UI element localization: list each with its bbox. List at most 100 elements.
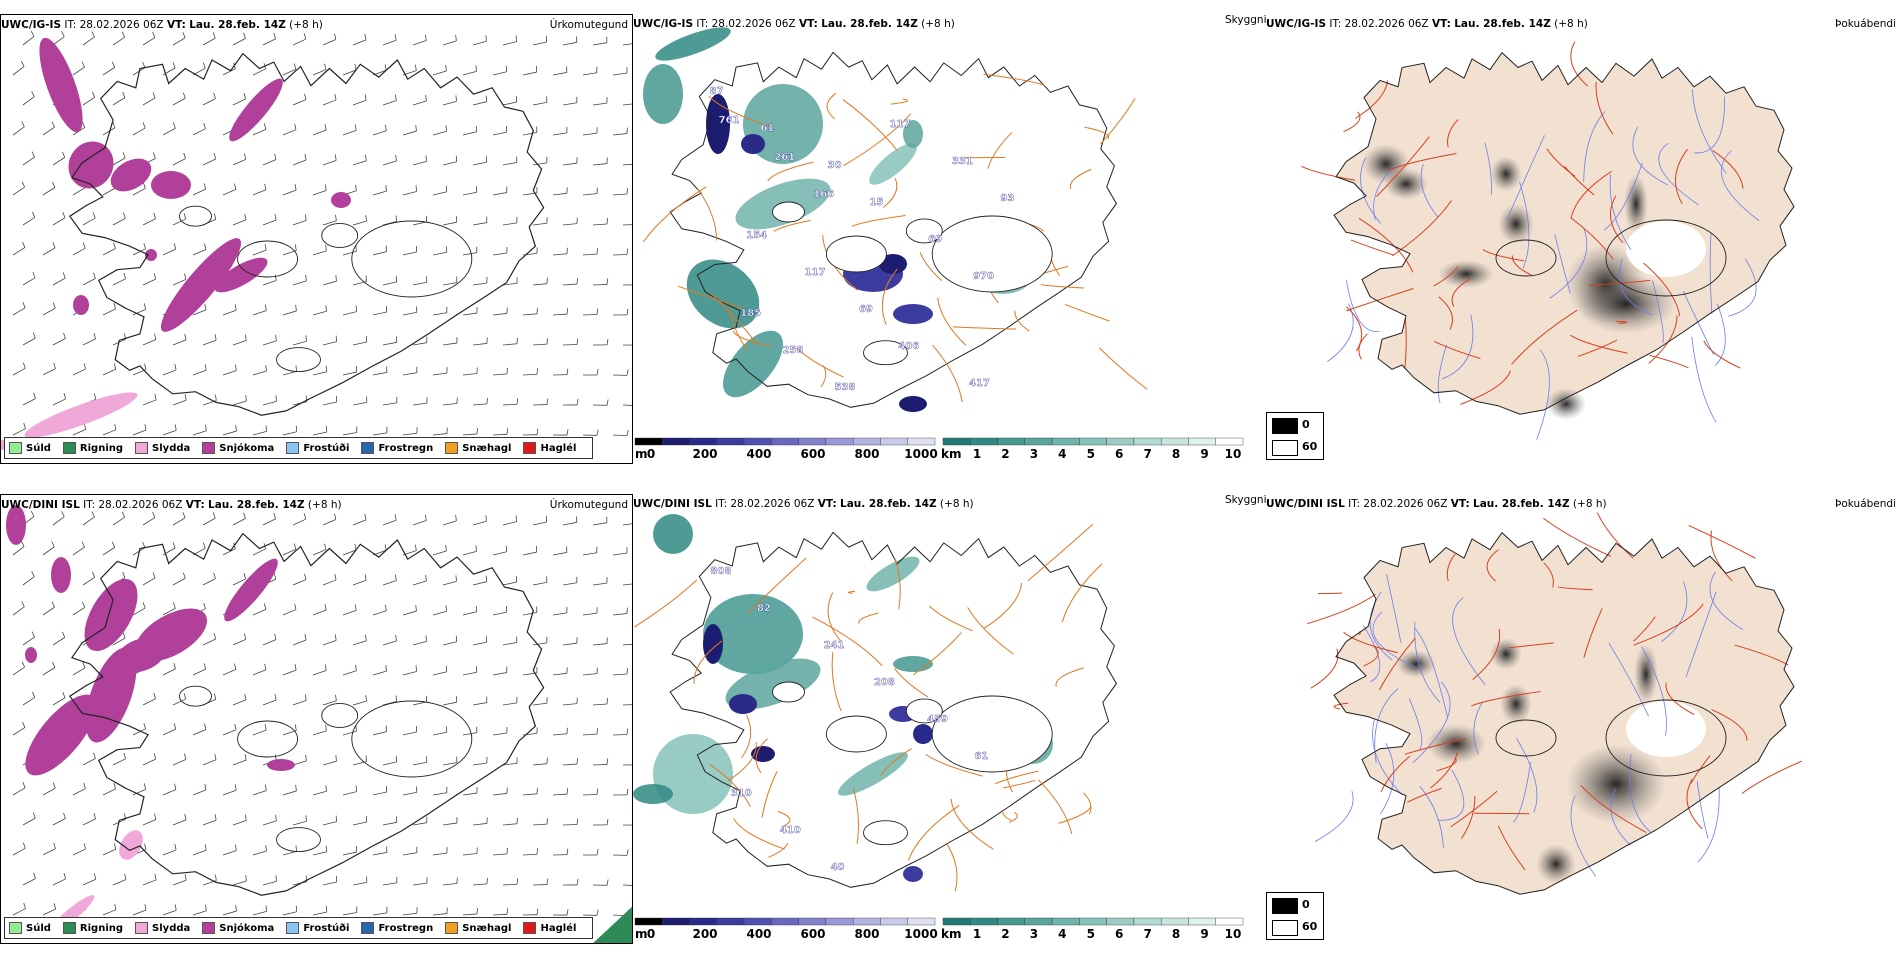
ceiling-tick-label: 200 bbox=[692, 927, 717, 941]
wind-barb bbox=[403, 786, 417, 795]
glacier-outline bbox=[238, 241, 298, 277]
visibility-tick-label: 8 bbox=[1172, 447, 1180, 461]
wind-barb bbox=[503, 697, 517, 705]
visibility-tick-label: 6 bbox=[1115, 927, 1123, 941]
wind-barb bbox=[613, 67, 627, 75]
road bbox=[762, 771, 777, 817]
wind-barb bbox=[323, 755, 336, 765]
wind-barb bbox=[223, 905, 236, 915]
visibility-unit: km bbox=[941, 927, 961, 941]
wind-barb bbox=[53, 511, 64, 525]
ceiling-colorbar-cell bbox=[690, 438, 717, 445]
wind-barb bbox=[383, 816, 397, 825]
wind-barb bbox=[203, 573, 215, 585]
ceiling-value: 69 bbox=[928, 234, 942, 245]
wind-barb bbox=[143, 572, 155, 585]
ceiling-tick-label: 0 bbox=[647, 447, 655, 461]
road bbox=[1307, 594, 1375, 624]
wind-barb bbox=[163, 424, 176, 435]
wind-barb bbox=[173, 93, 185, 105]
wind-barb bbox=[53, 632, 65, 645]
wind-barb bbox=[173, 394, 186, 405]
wind-barb bbox=[463, 606, 477, 615]
wind-barb bbox=[203, 814, 216, 825]
wind-barb bbox=[623, 759, 633, 765]
wind-barb bbox=[533, 516, 547, 525]
wind-barb bbox=[293, 335, 306, 345]
visibility-tick-label: 10 bbox=[1225, 447, 1242, 461]
legend-swatch bbox=[63, 442, 76, 454]
lead-time: (+8 h) bbox=[940, 498, 974, 510]
ceiling-tick-label: 800 bbox=[854, 927, 879, 941]
wind-barb bbox=[503, 156, 517, 165]
ceiling-value: 82 bbox=[757, 603, 771, 614]
wind-barb bbox=[503, 878, 518, 885]
snow-area bbox=[6, 505, 26, 545]
wind-barb bbox=[533, 399, 548, 405]
wind-barb bbox=[413, 756, 427, 765]
wind-barb bbox=[223, 845, 236, 855]
wind-barb bbox=[373, 786, 387, 795]
wind-barb bbox=[583, 668, 597, 675]
wind-barb bbox=[403, 186, 417, 195]
wind-barb bbox=[623, 97, 633, 105]
road bbox=[1062, 564, 1102, 622]
ceiling-colorbar-cell bbox=[771, 438, 798, 445]
wind-barb bbox=[223, 304, 236, 315]
wind-barb bbox=[553, 607, 567, 615]
wind-barb bbox=[413, 95, 426, 105]
visibility-tick-label: 9 bbox=[1200, 927, 1208, 941]
ceiling-colorbar-cell bbox=[717, 438, 744, 445]
ceiling-colorbar-cell bbox=[635, 438, 662, 445]
legend-label: Súld bbox=[26, 443, 51, 454]
wind-barb bbox=[373, 665, 386, 675]
wind-barb bbox=[563, 819, 578, 825]
wind-barb bbox=[473, 697, 487, 705]
visibility-colorbar-cell bbox=[1188, 438, 1215, 445]
wind-barb bbox=[103, 783, 116, 795]
fog-key-label: 60 bbox=[1302, 920, 1317, 933]
wind-barb bbox=[403, 847, 417, 855]
ceiling-unit: m bbox=[635, 927, 648, 941]
wind-barb bbox=[473, 35, 486, 45]
ceiling-value: 258 bbox=[783, 345, 804, 356]
wind-barb bbox=[233, 335, 246, 345]
wind-barb bbox=[463, 65, 477, 75]
wind-barb bbox=[383, 336, 397, 345]
visibility-tick-label: 6 bbox=[1115, 447, 1123, 461]
wind-barb bbox=[283, 604, 296, 615]
wind-barb bbox=[23, 272, 35, 285]
wind-barb bbox=[373, 64, 386, 75]
fog-indicator-title: Þokuábendi bbox=[1835, 18, 1896, 30]
river bbox=[1692, 337, 1716, 422]
init-time-label: IT: bbox=[64, 19, 76, 31]
legend-label: Snæhagl bbox=[462, 923, 511, 934]
river bbox=[1327, 304, 1353, 362]
fog-indicator-title: Þokuábendi bbox=[1835, 498, 1896, 510]
wind-barb bbox=[253, 425, 267, 435]
wind-barb bbox=[293, 815, 306, 825]
low-ceiling-area bbox=[899, 396, 927, 412]
road bbox=[821, 365, 826, 386]
road bbox=[1085, 127, 1109, 139]
valid-time: Lau. 28.feb. 14Z bbox=[1473, 498, 1570, 510]
ceiling-value: 331 bbox=[952, 156, 973, 167]
legend-label: Frostregn bbox=[378, 923, 433, 934]
glacier-outline bbox=[180, 206, 212, 226]
wind-barb bbox=[343, 306, 357, 315]
wind-barb bbox=[43, 783, 55, 795]
wind-barb bbox=[433, 428, 447, 435]
legend-swatch bbox=[361, 442, 374, 454]
wind-barb bbox=[283, 906, 297, 915]
wind-barb bbox=[203, 214, 216, 225]
wind-barb bbox=[583, 188, 597, 195]
wind-barb bbox=[593, 577, 607, 585]
wind-barb bbox=[163, 723, 176, 735]
visibility-tick-label: 7 bbox=[1143, 927, 1151, 941]
wind-barb bbox=[163, 364, 176, 375]
low-visibility-areas bbox=[643, 21, 1033, 408]
ceiling-unit: m bbox=[635, 447, 648, 461]
wind-barb bbox=[413, 515, 426, 525]
wind-barb bbox=[313, 305, 326, 315]
visibility-colorbar-cell bbox=[1079, 918, 1106, 925]
